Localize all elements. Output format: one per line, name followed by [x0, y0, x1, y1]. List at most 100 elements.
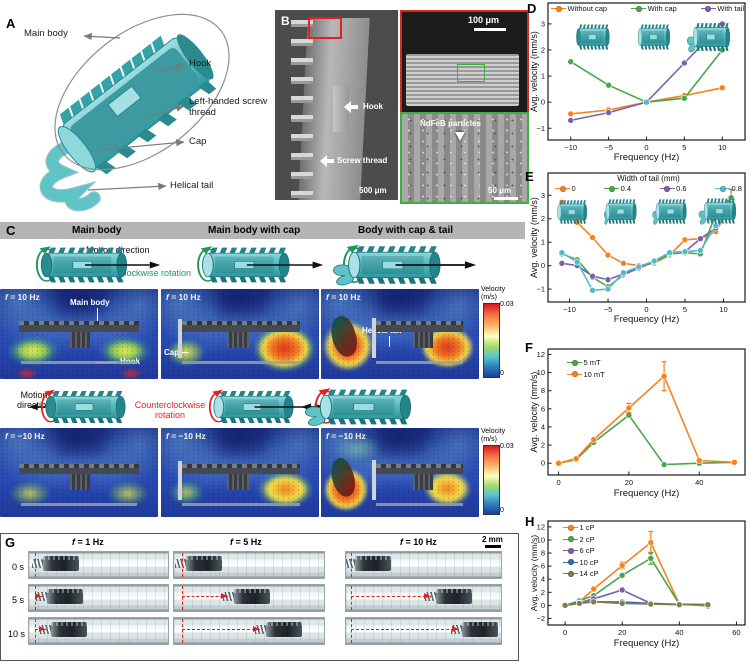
svg-text:2: 2 — [541, 45, 545, 54]
ann-cap: Cap — [164, 348, 180, 357]
legend-item: 0 — [555, 184, 576, 193]
svg-text:0: 0 — [556, 478, 560, 487]
screw-thread-arrow-icon — [320, 155, 334, 167]
sem-thread-flanges — [291, 20, 313, 200]
panel-e-letter: E — [525, 169, 534, 184]
displacement-arrow — [351, 625, 459, 632]
gait-photo-cell — [28, 617, 169, 645]
chart-e: E −10 −5 0 5 10 −1 0 1 2 3 Frequency (Hz)… — [525, 168, 750, 340]
hook-silhouette — [412, 332, 434, 349]
render-cap-tail-cw — [328, 238, 478, 297]
label-ndfeb-particles: NdFeB particles — [420, 119, 481, 128]
gait-photo-cell — [173, 584, 325, 612]
base-plate — [376, 502, 464, 506]
freq-label: f = −10 Hz — [326, 431, 366, 441]
microrobot — [451, 622, 498, 637]
freq-label: f = 10 Hz — [326, 292, 361, 302]
flow-field-cap-10hz — [161, 289, 319, 379]
svg-text:40: 40 — [695, 478, 703, 487]
leader-main-body — [83, 32, 121, 41]
legend-item: 2 cP — [563, 535, 599, 544]
svg-text:0: 0 — [541, 601, 545, 610]
body-silhouette — [181, 463, 301, 475]
colorbar-max: 0.03 — [500, 443, 514, 450]
render-main-body-cw — [22, 240, 162, 295]
leader-tail — [87, 182, 167, 191]
screw-robot-render — [39, 13, 230, 212]
row-label-5s: 5 s — [12, 595, 25, 605]
render-cap-tail-ccw — [300, 382, 448, 437]
velocity-colorbar — [483, 303, 500, 378]
svg-text:2: 2 — [541, 214, 545, 223]
svg-text:1: 1 — [541, 72, 545, 81]
column-title-with-cap: Main body with cap — [208, 225, 301, 236]
green-roi-rectangle — [457, 64, 485, 82]
svg-text:0: 0 — [644, 305, 648, 314]
label-screw-thread: Screw thread — [337, 156, 388, 165]
base-plate — [376, 361, 464, 364]
ann-line — [389, 336, 390, 347]
cap-silhouette — [177, 318, 182, 359]
panel-b-letter: B — [281, 14, 290, 28]
gait-photo-cell — [173, 551, 325, 579]
svg-text:8: 8 — [541, 549, 545, 558]
flow-field-body-neg10hz — [0, 428, 158, 517]
legend-item: 0.4 — [604, 184, 631, 193]
hook-silhouette — [69, 332, 91, 349]
svg-text:3: 3 — [541, 19, 545, 28]
svg-text:60: 60 — [732, 628, 740, 637]
chart-h-ylabel: Avg. velocity (mm/s) — [529, 534, 539, 612]
leader-cap — [97, 139, 185, 151]
freq-label: f = 10 Hz — [166, 292, 201, 302]
microrobot — [425, 589, 472, 604]
svg-text:Frequency (Hz): Frequency (Hz) — [614, 152, 679, 163]
legend-item: 10 mT — [567, 370, 605, 379]
svg-text:4: 4 — [541, 422, 545, 431]
displacement-arrow — [35, 592, 42, 599]
panel-d-letter: D — [527, 1, 537, 16]
header-1hz: f = 1 Hz — [72, 537, 104, 547]
start-marker-line — [35, 619, 36, 643]
sem-inset-top: 100 μm — [400, 10, 529, 114]
label-hook: Hook — [189, 58, 212, 69]
flow-hotzone — [168, 479, 204, 505]
body-silhouette — [376, 321, 464, 333]
red-roi-rectangle — [308, 17, 342, 39]
legend-item: 0.8 — [715, 184, 742, 193]
svg-text:−5: −5 — [604, 305, 613, 314]
flow-field-tail-10hz — [321, 289, 479, 379]
start-marker-line — [182, 586, 183, 610]
svg-text:12: 12 — [537, 522, 545, 531]
base-plate — [20, 502, 138, 506]
svg-text:−10: −10 — [563, 305, 576, 314]
cap-silhouette — [372, 460, 377, 501]
legend-marker-icon — [567, 359, 582, 366]
displacement-arrow — [351, 592, 431, 599]
chart-e-plot: −10 −5 0 5 10 −1 0 1 2 3 Frequency (Hz) — [536, 172, 746, 325]
svg-text:40: 40 — [675, 628, 683, 637]
label-hook-sem: Hook — [363, 102, 383, 111]
svg-text:5: 5 — [682, 143, 686, 152]
sem-inset-bottom: NdFeB particles 50 μm — [400, 112, 529, 204]
scalebar-100um-label: 100 μm — [468, 15, 500, 25]
start-marker-line — [351, 586, 352, 610]
main-body-shape — [57, 34, 217, 175]
svg-text:10: 10 — [537, 368, 545, 377]
column-title-main-body: Main body — [72, 225, 122, 236]
svg-text:4: 4 — [541, 575, 545, 584]
scalebar-50um — [494, 197, 518, 200]
base-plate — [181, 361, 301, 364]
svg-text:Frequency (Hz): Frequency (Hz) — [614, 638, 679, 649]
legend-marker-icon — [563, 547, 578, 554]
scalebar-50um-label: 50 μm — [488, 186, 512, 195]
panel-g-letter: G — [5, 535, 16, 550]
colorbar-min: 0 — [500, 370, 504, 377]
hook-silhouette — [412, 474, 434, 491]
cap-shape — [57, 126, 97, 173]
particle-texture — [402, 114, 527, 202]
start-marker-line — [351, 619, 352, 643]
legend-item: With cap — [631, 4, 677, 13]
microrobot — [346, 556, 391, 571]
svg-text:10: 10 — [718, 143, 726, 152]
scalebar-500um-label: 500 μm — [359, 186, 387, 195]
